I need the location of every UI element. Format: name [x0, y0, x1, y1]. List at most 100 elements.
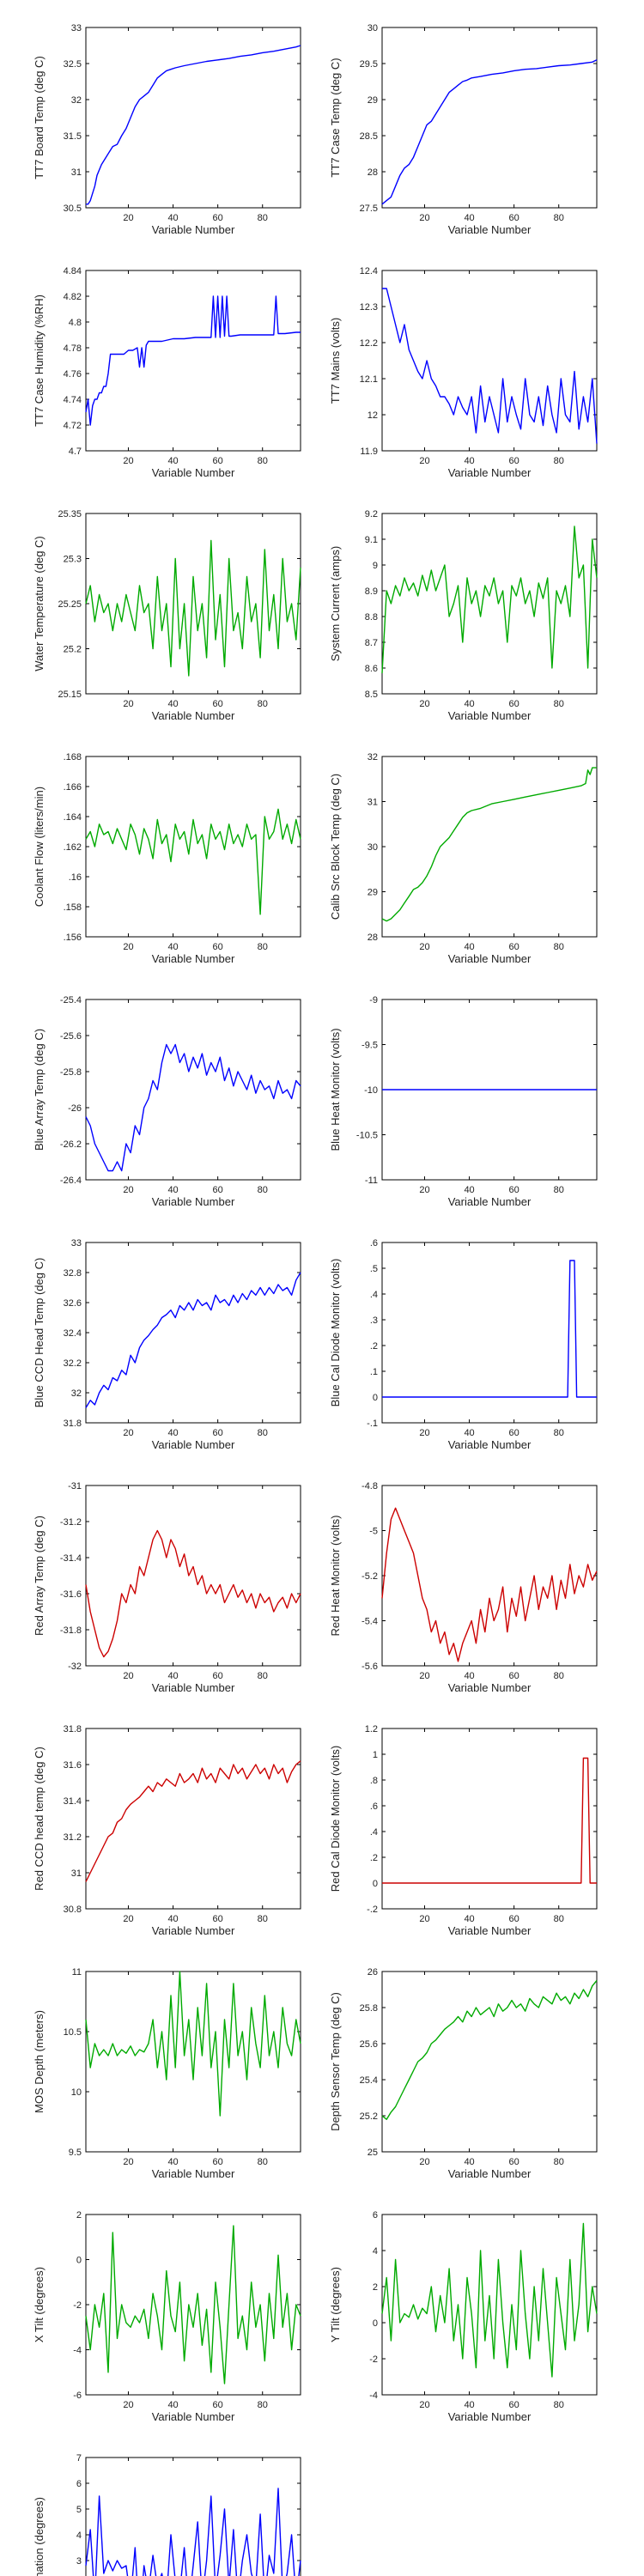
y-tick-label: 0 — [373, 2318, 378, 2329]
plot-frame — [85, 1242, 301, 1424]
chart-panel-0: 30.5 31 31.5 32 32.5 33 20 40 60 80 Variable Numbe… — [33, 23, 301, 236]
series-line — [381, 1507, 598, 1662]
series-line — [85, 1043, 301, 1172]
series-line — [381, 59, 598, 205]
x-tick-label: 60 — [213, 1428, 223, 1438]
chart-panel-17: 25 25.2 25.4 25.6 25.8 26 20 40 60 80 Variable Num… — [329, 1967, 598, 2180]
plot-frame — [85, 270, 301, 452]
y-tick-label: 4.84 — [64, 266, 82, 276]
chart-panel-10: 31.8 32 32.2 32.4 32.6 32.8 33 20 40 60 80 Variable… — [33, 1238, 301, 1451]
x-axis-label: Variable Number — [152, 2167, 235, 2180]
y-axis-label: Red Heat Monitor (volts) — [329, 1516, 342, 1637]
y-tick-label: -5.6 — [361, 1662, 378, 1672]
x-tick-label: 40 — [464, 1428, 474, 1438]
y-tick-label: -25.6 — [60, 1031, 82, 1042]
x-tick-label: 60 — [509, 2400, 519, 2410]
y-tick-label: -4.8 — [361, 1481, 378, 1492]
y-axis-label: Blue Cal Diode Monitor (volts) — [329, 1259, 342, 1407]
x-tick-label: 60 — [213, 1671, 223, 1681]
y-tick-label: -31.6 — [60, 1589, 82, 1600]
x-tick-label: 40 — [167, 1671, 178, 1681]
y-tick-label: .4 — [370, 1290, 378, 1300]
x-tick-label: 40 — [167, 1428, 178, 1438]
x-tick-label: 40 — [167, 2400, 178, 2410]
plot-frame — [85, 513, 301, 695]
y-tick-label: 32.5 — [64, 59, 82, 70]
x-axis-label: Variable Number — [152, 223, 235, 236]
x-tick-label: 80 — [554, 2400, 564, 2410]
x-axis-label: Variable Number — [448, 952, 532, 965]
series-line — [85, 1971, 301, 2117]
x-tick-label: 40 — [167, 699, 178, 709]
chart-panel-14: 30.8 31 31.2 31.4 31.6 31.8 20 40 60 80 Variable N… — [33, 1724, 301, 1937]
x-tick-label: 80 — [554, 1185, 564, 1195]
y-tick-label: 6 — [373, 2210, 378, 2221]
y-tick-label: -31.2 — [60, 1517, 82, 1528]
x-tick-label: 40 — [167, 2157, 178, 2167]
x-axis-label: Variable Number — [152, 709, 235, 722]
plot-frame — [381, 1485, 598, 1667]
y-tick-label: 4.76 — [64, 369, 82, 380]
x-tick-label: 80 — [554, 2157, 564, 2167]
y-tick-label: 25.6 — [360, 2039, 378, 2050]
x-tick-label: 20 — [419, 1671, 429, 1681]
y-tick-label: 31 — [71, 1868, 82, 1879]
x-tick-label: 40 — [464, 1914, 474, 1924]
y-tick-label: 33 — [71, 1238, 82, 1249]
y-tick-label: 8.9 — [365, 586, 378, 597]
chart-panel-12: -32 -31.8 -31.6 -31.4 -31.2 -31 20 40 60 80 Variab… — [33, 1481, 301, 1694]
x-tick-label: 60 — [213, 456, 223, 466]
y-tick-label: -.2 — [367, 1905, 378, 1915]
x-tick-label: 80 — [258, 1428, 268, 1438]
y-tick-label: 31.4 — [64, 1796, 82, 1807]
plot-frame — [381, 756, 598, 938]
y-tick-label: -26.2 — [60, 1139, 82, 1150]
y-tick-label: 8.5 — [365, 690, 378, 700]
y-tick-label: 25.15 — [58, 690, 82, 700]
x-tick-label: 80 — [554, 1914, 564, 1924]
y-tick-label: 25 — [368, 2148, 378, 2158]
x-tick-label: 20 — [123, 2157, 133, 2167]
x-tick-label: 20 — [419, 456, 429, 466]
y-tick-label: 9.2 — [365, 509, 378, 519]
y-tick-label: 31.8 — [64, 1419, 82, 1429]
y-tick-label: .5 — [370, 1264, 378, 1274]
x-tick-label: 80 — [554, 213, 564, 223]
y-tick-label: 4.82 — [64, 292, 82, 302]
y-tick-label: 12.3 — [360, 302, 378, 313]
y-tick-label: 25.35 — [58, 509, 82, 519]
series-line — [381, 2222, 598, 2378]
y-tick-label: 25.8 — [360, 2003, 378, 2014]
x-tick-label: 80 — [258, 2157, 268, 2167]
chart-panel-1: 27.5 28 28.5 29 29.5 30 20 40 60 80 Variable Numbe… — [329, 23, 598, 236]
chart-panel-6: .156 .158 .16 .162 .164 .166 .168 20 40 60 80 Varia… — [33, 752, 301, 965]
y-tick-label: 29.5 — [360, 59, 378, 70]
y-tick-label: 28 — [368, 167, 378, 178]
y-axis-label: Y Tilt (degrees) — [329, 2267, 342, 2342]
y-tick-label: 12 — [368, 410, 378, 421]
x-axis-label: Variable Number — [448, 2410, 532, 2423]
y-tick-label: 0 — [373, 1879, 378, 1889]
y-tick-label: .1 — [370, 1367, 378, 1377]
x-axis-label: Variable Number — [448, 1924, 532, 1937]
x-tick-label: 40 — [167, 456, 178, 466]
x-tick-label: 60 — [509, 942, 519, 952]
x-axis-label: Variable Number — [152, 1438, 235, 1451]
y-tick-label: .164 — [64, 812, 82, 823]
x-tick-label: 20 — [123, 1428, 133, 1438]
x-tick-label: 80 — [554, 456, 564, 466]
y-tick-label: 9.1 — [365, 535, 378, 545]
plot-frame — [85, 1485, 301, 1667]
y-tick-label: -25.8 — [60, 1067, 82, 1078]
series-line — [381, 1980, 598, 2120]
plot-frame — [85, 1728, 301, 1910]
x-tick-label: 80 — [258, 1671, 268, 1681]
x-tick-label: 40 — [464, 1671, 474, 1681]
y-axis-label: Red CCD head temp (deg C) — [33, 1747, 46, 1891]
x-tick-label: 60 — [509, 213, 519, 223]
x-axis-label: Variable Number — [448, 1438, 532, 1451]
x-tick-label: 60 — [509, 1185, 519, 1195]
y-tick-label: 25.2 — [64, 645, 82, 655]
y-tick-label: 5 — [76, 2505, 82, 2515]
